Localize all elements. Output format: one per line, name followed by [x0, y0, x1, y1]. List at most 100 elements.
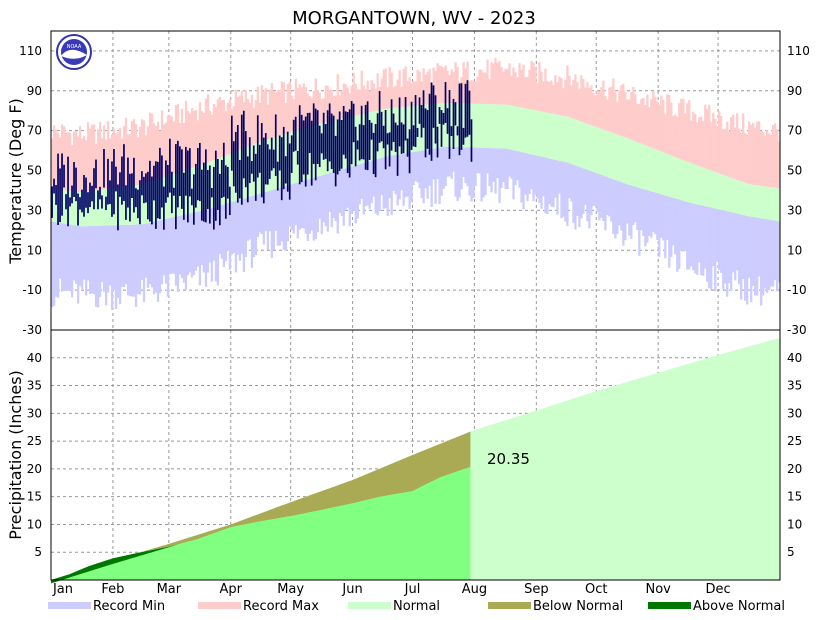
record-max-bar [546, 80, 549, 113]
record-max-bar [174, 105, 178, 174]
observed-temp-bar [442, 112, 445, 125]
record-min-bar [360, 163, 363, 199]
month-tick-label: Apr [220, 582, 243, 597]
normal-range-bar [144, 183, 148, 224]
record-min-bar [750, 216, 753, 303]
normal-range-bar [560, 115, 563, 162]
record-max-bar [760, 131, 763, 186]
record-min-bar [424, 149, 427, 189]
record-min-bar [754, 217, 757, 296]
normal-range-bar [642, 144, 645, 189]
normal-range-bar [690, 163, 693, 203]
record-max-bar [284, 103, 287, 135]
record-min-bar [752, 216, 755, 286]
record-min-bar [330, 172, 333, 228]
record-min-bar [768, 219, 771, 291]
record-max-bar [634, 94, 637, 142]
normal-range-bar [576, 120, 579, 167]
record-min-bar [616, 180, 619, 234]
record-max-bar [228, 99, 232, 154]
normal-range-bar [726, 176, 729, 212]
record-max-bar [776, 128, 779, 189]
record-max-bar [278, 89, 281, 136]
record-min-bar [738, 213, 741, 285]
record-min-bar [350, 166, 353, 214]
normal-range-bar [716, 172, 719, 209]
record-max-bar [422, 68, 425, 105]
observed-temp-bar [374, 124, 377, 178]
normal-range-bar [680, 159, 683, 201]
record-min-bar [580, 167, 583, 219]
observed-temp-bar [129, 173, 131, 222]
record-max-bar [212, 103, 216, 161]
record-max-bar [340, 91, 343, 119]
normal-range-bar [644, 145, 647, 190]
observed-temp-bar [326, 110, 329, 172]
observed-temp-bar [121, 156, 123, 205]
record-min-bar [426, 149, 429, 199]
observed-temp-bar [294, 116, 297, 151]
normal-range-bar [68, 190, 72, 225]
record-min-bar [578, 166, 581, 228]
observed-temp-bar [197, 148, 199, 201]
record-min-bar [636, 187, 639, 231]
record-min-bar [592, 171, 595, 206]
record-max-bar [334, 95, 337, 121]
record-max-bar [246, 98, 250, 147]
record-max-bar [648, 107, 651, 147]
normal-range-bar [532, 110, 535, 155]
plot-border [50, 30, 781, 581]
normal-range-bar [672, 156, 675, 198]
record-min-bar [204, 209, 208, 287]
record-min-bar [158, 220, 162, 294]
observed-temp-bar [460, 83, 463, 150]
month-tick-label: Dec [706, 582, 731, 597]
record-min-bar [198, 211, 202, 286]
record-max-bar [436, 63, 439, 104]
observed-temp-bar [226, 166, 229, 199]
observed-temp-bar [318, 125, 321, 168]
record-max-bar [426, 71, 429, 105]
observed-temp-bar [270, 137, 273, 171]
observed-temp-bar [193, 174, 195, 225]
normal-range-bar [744, 182, 747, 216]
record-max-bar [172, 121, 176, 175]
normal-range-bar [476, 103, 479, 148]
record-min-bar [714, 208, 717, 292]
record-max-bar [370, 80, 373, 112]
record-max-bar [556, 82, 559, 115]
record-max-bar [584, 87, 587, 124]
record-min-bar [118, 225, 122, 304]
record-max-bar [222, 99, 226, 157]
observed-temp-bar [149, 160, 151, 222]
record-min-bar [112, 225, 116, 290]
record-min-bar [702, 205, 705, 276]
observed-temp-bar [250, 161, 253, 174]
normal-range-bar [574, 119, 577, 166]
record-max-bar [144, 135, 148, 184]
observed-temp-bar [171, 171, 173, 214]
record-min-bar [242, 198, 246, 272]
normal-range-bar [584, 123, 587, 170]
record-min-bar [316, 176, 319, 233]
record-min-bar [548, 158, 551, 205]
observed-temp-bar [356, 140, 359, 150]
month-tick-label: Feb [101, 582, 124, 597]
observed-temp-bar [139, 180, 141, 225]
temperature-y-tick-label: 90 [27, 84, 42, 98]
record-max-bar [358, 89, 361, 115]
observed-temp-bar [83, 175, 85, 217]
record-min-bar [410, 152, 413, 203]
record-min-bar [604, 176, 607, 231]
record-min-bar [720, 209, 723, 273]
observed-temp-bar [448, 90, 451, 159]
record-max-bar [160, 110, 164, 179]
record-min-bar [172, 217, 176, 274]
record-min-bar [212, 207, 216, 261]
record-max-bar [488, 79, 491, 105]
record-max-bar [628, 99, 631, 140]
record-max-bar [202, 112, 206, 165]
record-min-bar [306, 179, 309, 241]
record-min-bar [718, 209, 721, 270]
record-max-bar [768, 133, 771, 188]
